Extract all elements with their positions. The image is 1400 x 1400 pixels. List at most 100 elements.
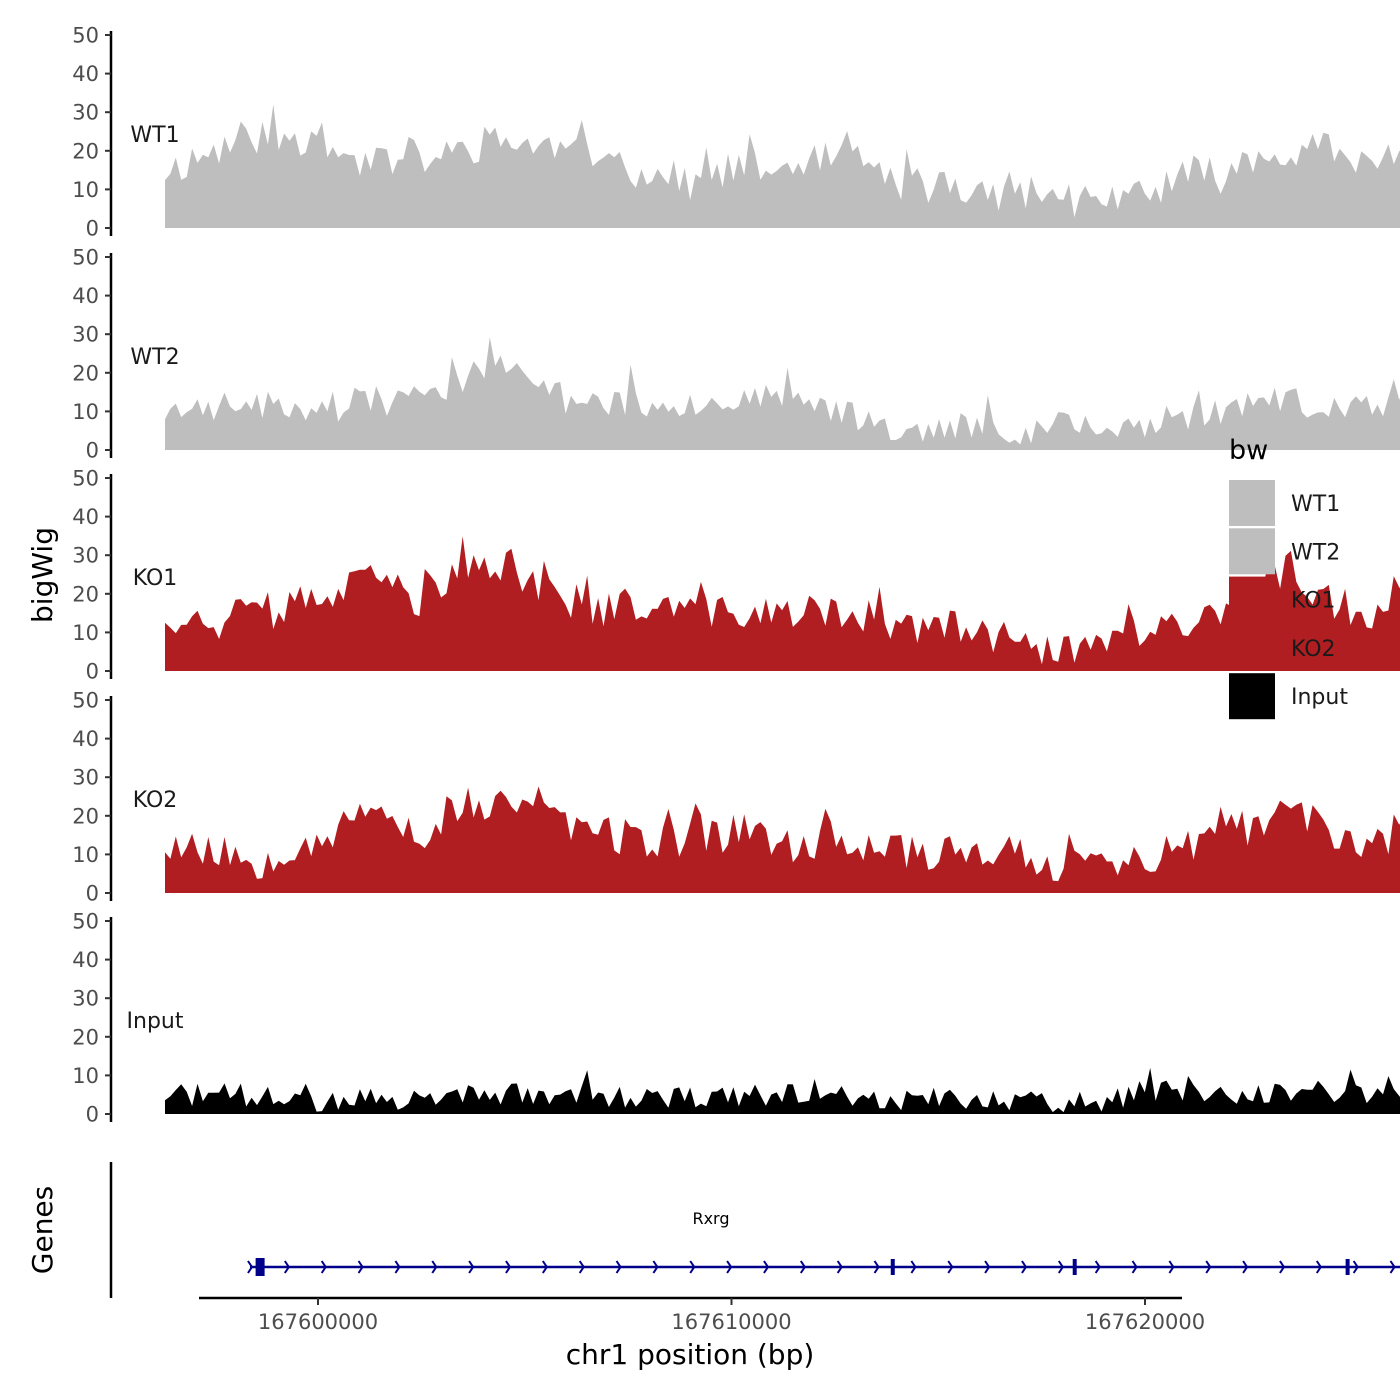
strand-arrow	[947, 1260, 954, 1274]
gene-model	[247, 1258, 1400, 1276]
legend-label-wt1: WT1	[1291, 492, 1340, 517]
y-tick-label: 40	[72, 948, 99, 972]
y-tick-label: 40	[72, 62, 99, 86]
strand-arrow	[505, 1260, 512, 1274]
strand-arrow	[468, 1260, 475, 1274]
track-label-ko1: KO1	[133, 566, 178, 591]
y-tick-label: 10	[72, 178, 99, 202]
y-tick-label: 50	[72, 910, 99, 934]
strand-arrow	[578, 1260, 585, 1274]
x-tick-label: 167600000	[258, 1310, 378, 1334]
strand-arrow	[431, 1260, 438, 1274]
signal-area-wt1	[165, 104, 1400, 228]
y-tick-label: 20	[72, 139, 99, 163]
gene-exon	[1072, 1259, 1077, 1275]
x-tick-label: 167620000	[1085, 1310, 1205, 1334]
y-tick-label: 50	[72, 467, 99, 491]
y-tick-label: 20	[72, 361, 99, 385]
strand-arrow	[910, 1260, 917, 1274]
y-tick-label: 30	[72, 323, 99, 347]
y-tick-label: 40	[72, 505, 99, 529]
track-label-input: Input	[127, 1009, 184, 1034]
strand-arrow	[873, 1260, 880, 1274]
track-ko2: 0 10 20 30 40 50 KO2	[72, 689, 1400, 906]
strand-arrow	[1389, 1260, 1396, 1274]
x-axis: 1676000001676100001676200001676300001676…	[199, 1296, 1205, 1334]
track-label-ko2: KO2	[133, 788, 178, 813]
legend-label-input: Input	[1291, 685, 1348, 710]
signal-area-ko1	[165, 536, 1400, 671]
y-tick-label: 10	[72, 1064, 99, 1088]
y-tick-label: 0	[86, 660, 99, 684]
legend-label-ko1: KO1	[1291, 589, 1336, 614]
x-axis-title: chr1 position (bp)	[566, 1338, 815, 1371]
gene-exon	[1345, 1259, 1350, 1275]
y-tick-label: 40	[72, 727, 99, 751]
y-tick-label: 10	[72, 843, 99, 867]
strand-arrow	[689, 1260, 696, 1274]
strand-arrow	[394, 1260, 401, 1274]
y-axis-title: bigWig	[26, 527, 59, 623]
legend-key-ko2	[1229, 624, 1275, 671]
strand-arrow	[1315, 1260, 1322, 1274]
legend-label-ko2: KO2	[1291, 637, 1336, 662]
strand-arrow	[1094, 1260, 1101, 1274]
legend: bw WT1 WT2 KO1 KO2 Input	[1229, 435, 1348, 720]
x-tick-label: 167610000	[671, 1310, 791, 1334]
track-wt2: 0 10 20 30 40 50 WT2	[72, 246, 1400, 463]
y-tick-label: 40	[72, 284, 99, 308]
legend-key-wt1	[1229, 480, 1275, 526]
y-tick-label: 10	[72, 400, 99, 424]
legend-label-wt2: WT2	[1291, 540, 1340, 565]
signal-area-ko2	[165, 786, 1400, 893]
strand-arrow	[836, 1260, 843, 1274]
legend-key-wt2	[1229, 528, 1275, 575]
signal-area-wt2	[165, 337, 1400, 450]
y-tick-label: 30	[72, 987, 99, 1011]
track-label-wt1: WT1	[130, 123, 179, 148]
track-ko1: 0 10 20 30 40 50 KO1	[72, 467, 1400, 684]
genes-axis-title: Genes	[26, 1186, 59, 1274]
strand-arrow	[1352, 1260, 1359, 1274]
y-tick-label: 50	[72, 689, 99, 713]
y-tick-label: 0	[86, 1103, 99, 1127]
y-tick-label: 30	[72, 544, 99, 568]
strand-arrow	[1168, 1260, 1175, 1274]
strand-arrow	[1021, 1260, 1028, 1274]
y-tick-label: 20	[72, 582, 99, 606]
y-tick-label: 30	[72, 766, 99, 790]
y-tick-label: 30	[72, 101, 99, 125]
strand-arrow	[357, 1260, 364, 1274]
gene-exon	[255, 1258, 265, 1276]
bigwig-tracks: 0 10 20 30 40 50 WT1 0 10 20 30 40 50 WT2 0 10 20 30 40 50 K…	[72, 24, 1400, 1127]
strand-arrow	[247, 1260, 254, 1274]
y-tick-label: 0	[86, 882, 99, 906]
strand-arrow	[320, 1260, 327, 1274]
y-tick-label: 0	[86, 217, 99, 241]
strand-arrow	[652, 1260, 659, 1274]
strand-arrow	[799, 1260, 807, 1274]
y-tick-label: 50	[72, 246, 99, 270]
y-tick-label: 20	[72, 804, 99, 828]
y-tick-label: 10	[72, 621, 99, 645]
y-tick-label: 0	[86, 439, 99, 463]
strand-arrow	[1242, 1260, 1249, 1274]
gene-name-label: Rxrg	[692, 1209, 729, 1228]
signal-area-input	[165, 1067, 1400, 1114]
strand-arrow	[541, 1260, 549, 1274]
legend-title: bw	[1229, 435, 1268, 466]
strand-arrow	[283, 1260, 291, 1274]
strand-arrow	[1131, 1260, 1138, 1274]
strand-arrow	[1205, 1260, 1212, 1274]
legend-entries: WT1 WT2 KO1 KO2 Input	[1229, 480, 1348, 720]
strand-arrow	[726, 1260, 733, 1274]
strand-arrow	[1279, 1260, 1286, 1274]
track-wt1: 0 10 20 30 40 50 WT1	[72, 24, 1400, 241]
genes-panel: Rxrg	[109, 1162, 1400, 1298]
strand-arrow	[1057, 1260, 1064, 1274]
strand-arrow	[984, 1260, 991, 1274]
legend-key-ko1	[1229, 576, 1275, 623]
track-label-wt2: WT2	[130, 345, 179, 370]
legend-key-input	[1229, 673, 1275, 720]
